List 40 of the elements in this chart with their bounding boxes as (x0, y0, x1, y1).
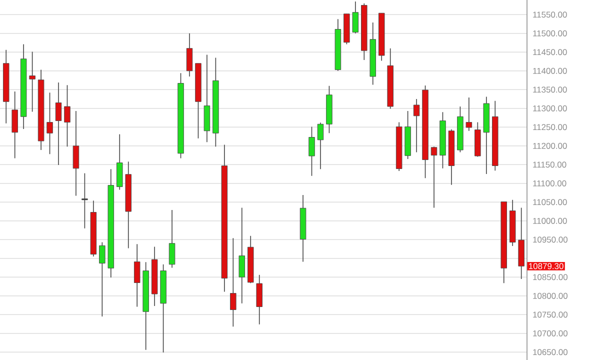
candlestick (55, 82, 62, 166)
candlestick (72, 110, 80, 196)
candlestick (82, 172, 88, 229)
y-tick-label: 10950.00 (533, 236, 568, 243)
candlestick (64, 84, 70, 148)
candlestick (186, 32, 193, 77)
y-tick-label: 11500.00 (533, 30, 567, 36)
y-tick-label: 11050.00 (533, 199, 567, 206)
y-tick-label: 11100.00 (533, 180, 566, 186)
y-tick-label: 11350.00 (533, 86, 567, 93)
y-tick-label: 10650.00 (533, 349, 568, 356)
y-tick-label: 10850.00 (533, 274, 568, 280)
candlestick (12, 91, 18, 159)
candlestick (46, 92, 53, 155)
y-tick-label: 11400.00 (533, 68, 567, 74)
candlestick (134, 244, 140, 308)
candlestick (430, 146, 438, 208)
text: 10879.30 (529, 263, 564, 270)
candlestick (308, 126, 315, 176)
candlestick (230, 238, 236, 328)
y-tick-label: 11550.00 (533, 12, 567, 18)
y-tick-label: 11250.00 (533, 124, 567, 130)
candlestick (116, 134, 123, 190)
candlestick (29, 51, 36, 112)
candlestick (256, 274, 262, 325)
candlestick (99, 242, 106, 317)
y-tick-label: 10750.00 (533, 312, 568, 318)
candlestick (466, 97, 472, 132)
candlestick (413, 98, 420, 153)
candlestick (238, 207, 246, 304)
y-tick-label: 11150.00 (533, 162, 566, 168)
y-tick-label: 10800.00 (533, 292, 568, 299)
y-tick-label: 11000.00 (533, 218, 567, 224)
candlestick (352, 1, 359, 34)
y-tick-label: 11450.00 (533, 49, 567, 56)
y-tick-label: 11300.00 (533, 105, 567, 112)
candlestick (168, 210, 176, 268)
y-tick-label: 10700.00 (533, 330, 568, 336)
y-tick-label: 11200.00 (533, 142, 567, 149)
candlestick (317, 122, 324, 170)
